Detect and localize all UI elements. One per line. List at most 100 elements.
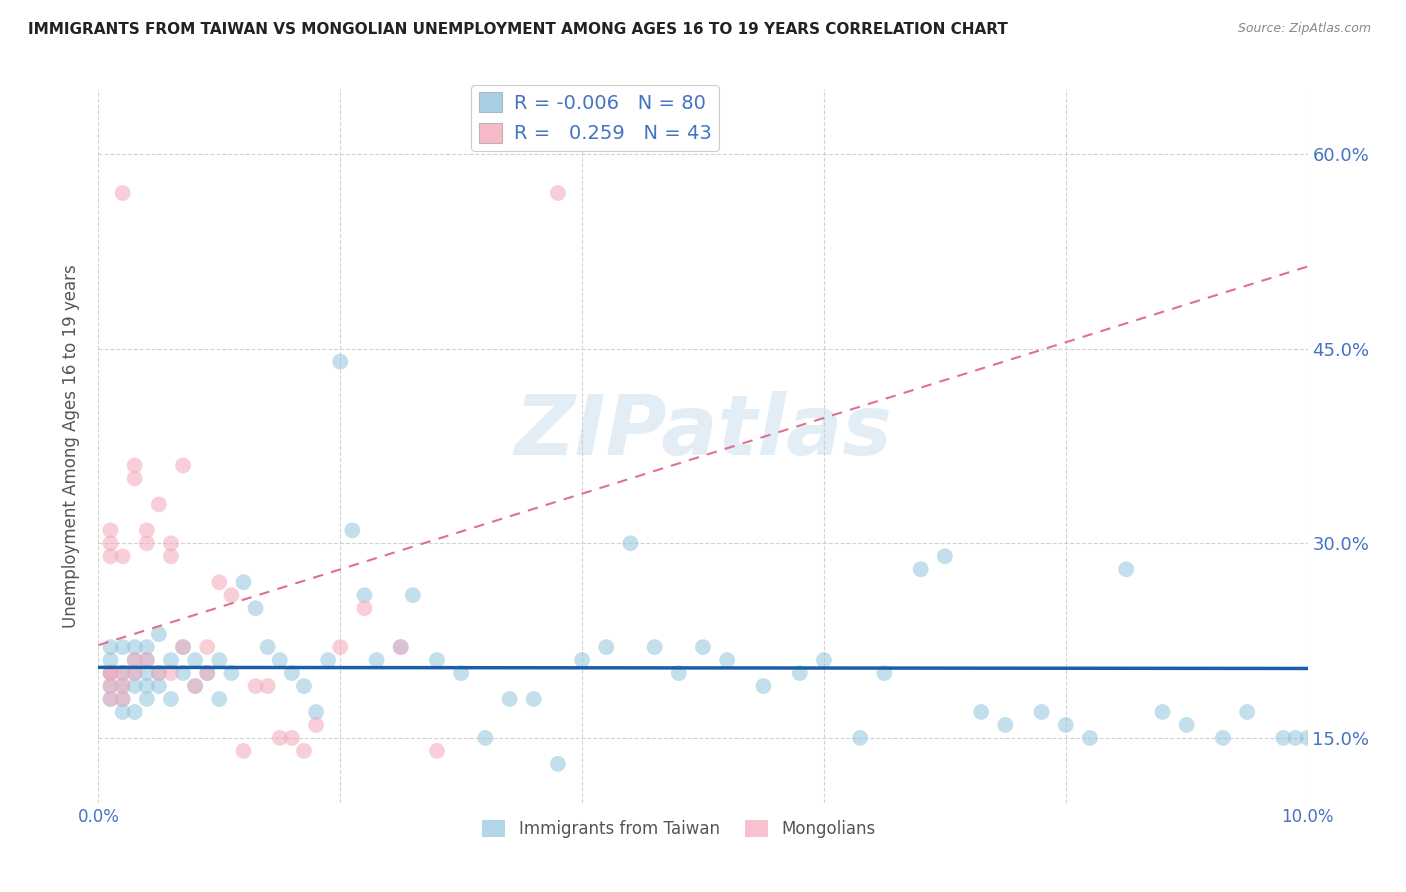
Point (124, 705, 146, 719)
Text: ZIPatlas: ZIPatlas (515, 392, 891, 472)
Point (208, 575, 231, 590)
Point (1115, 562, 1137, 576)
Point (256, 679, 278, 693)
Point (1272, 731, 1295, 745)
Point (111, 679, 134, 693)
Point (849, 731, 872, 745)
Point (195, 666, 218, 681)
Point (1152, 705, 1174, 719)
Point (124, 679, 146, 693)
Point (292, 744, 315, 758)
Point (111, 666, 134, 681)
Point (111, 640, 134, 654)
Point (329, 640, 352, 654)
Point (342, 524, 364, 538)
Point (100, 679, 122, 693)
Point (269, 731, 291, 745)
Point (305, 718, 328, 732)
Point (1078, 731, 1101, 745)
Point (195, 666, 218, 681)
Point (148, 627, 170, 641)
Point (184, 653, 207, 667)
Point (232, 575, 254, 590)
Point (111, 186, 134, 200)
Point (221, 588, 243, 602)
Point (281, 666, 304, 681)
Point (789, 666, 811, 681)
Point (970, 705, 993, 719)
Point (1284, 731, 1306, 745)
Point (124, 666, 146, 681)
Point (692, 640, 714, 654)
Point (873, 666, 896, 681)
Point (100, 640, 122, 654)
Point (595, 640, 617, 654)
Point (124, 653, 146, 667)
Point (474, 731, 496, 745)
Point (1054, 718, 1077, 732)
Point (100, 692, 122, 706)
Point (135, 692, 157, 706)
Point (160, 692, 183, 706)
Point (547, 186, 569, 200)
Text: IMMIGRANTS FROM TAIWAN VS MONGOLIAN UNEMPLOYMENT AMONG AGES 16 TO 19 YEARS CORRE: IMMIGRANTS FROM TAIWAN VS MONGOLIAN UNEM… (28, 22, 1008, 37)
Point (1296, 731, 1319, 745)
Point (329, 354, 352, 368)
Point (100, 524, 122, 538)
Point (100, 666, 122, 681)
Point (426, 653, 449, 667)
Point (644, 640, 666, 654)
Point (450, 666, 472, 681)
Y-axis label: Unemployment Among Ages 16 to 19 years: Unemployment Among Ages 16 to 19 years (62, 264, 80, 628)
Point (353, 588, 375, 602)
Point (100, 549, 122, 564)
Point (172, 458, 194, 473)
Point (184, 679, 207, 693)
Point (256, 640, 278, 654)
Point (208, 653, 231, 667)
Point (316, 653, 339, 667)
Point (498, 692, 520, 706)
Point (232, 744, 254, 758)
Point (195, 640, 218, 654)
Legend: Immigrants from Taiwan, Mongolians: Immigrants from Taiwan, Mongolians (475, 813, 883, 845)
Point (135, 536, 157, 550)
Point (124, 653, 146, 667)
Point (172, 640, 194, 654)
Point (111, 705, 134, 719)
Point (100, 692, 122, 706)
Point (389, 640, 412, 654)
Point (305, 705, 328, 719)
Point (100, 536, 122, 550)
Point (269, 653, 291, 667)
Point (547, 756, 569, 771)
Point (148, 679, 170, 693)
Point (402, 588, 425, 602)
Point (910, 562, 932, 576)
Point (994, 718, 1017, 732)
Point (813, 653, 835, 667)
Point (135, 653, 157, 667)
Point (426, 744, 449, 758)
Point (752, 679, 775, 693)
Point (160, 653, 183, 667)
Point (619, 536, 641, 550)
Point (172, 666, 194, 681)
Point (124, 666, 146, 681)
Text: Source: ZipAtlas.com: Source: ZipAtlas.com (1237, 22, 1371, 36)
Point (148, 666, 170, 681)
Point (124, 471, 146, 485)
Point (160, 536, 183, 550)
Point (389, 640, 412, 654)
Point (135, 653, 157, 667)
Point (292, 679, 315, 693)
Point (148, 666, 170, 681)
Point (221, 666, 243, 681)
Point (245, 601, 267, 615)
Point (100, 679, 122, 693)
Point (353, 601, 375, 615)
Point (1212, 731, 1234, 745)
Point (135, 640, 157, 654)
Point (124, 458, 146, 473)
Point (100, 666, 122, 681)
